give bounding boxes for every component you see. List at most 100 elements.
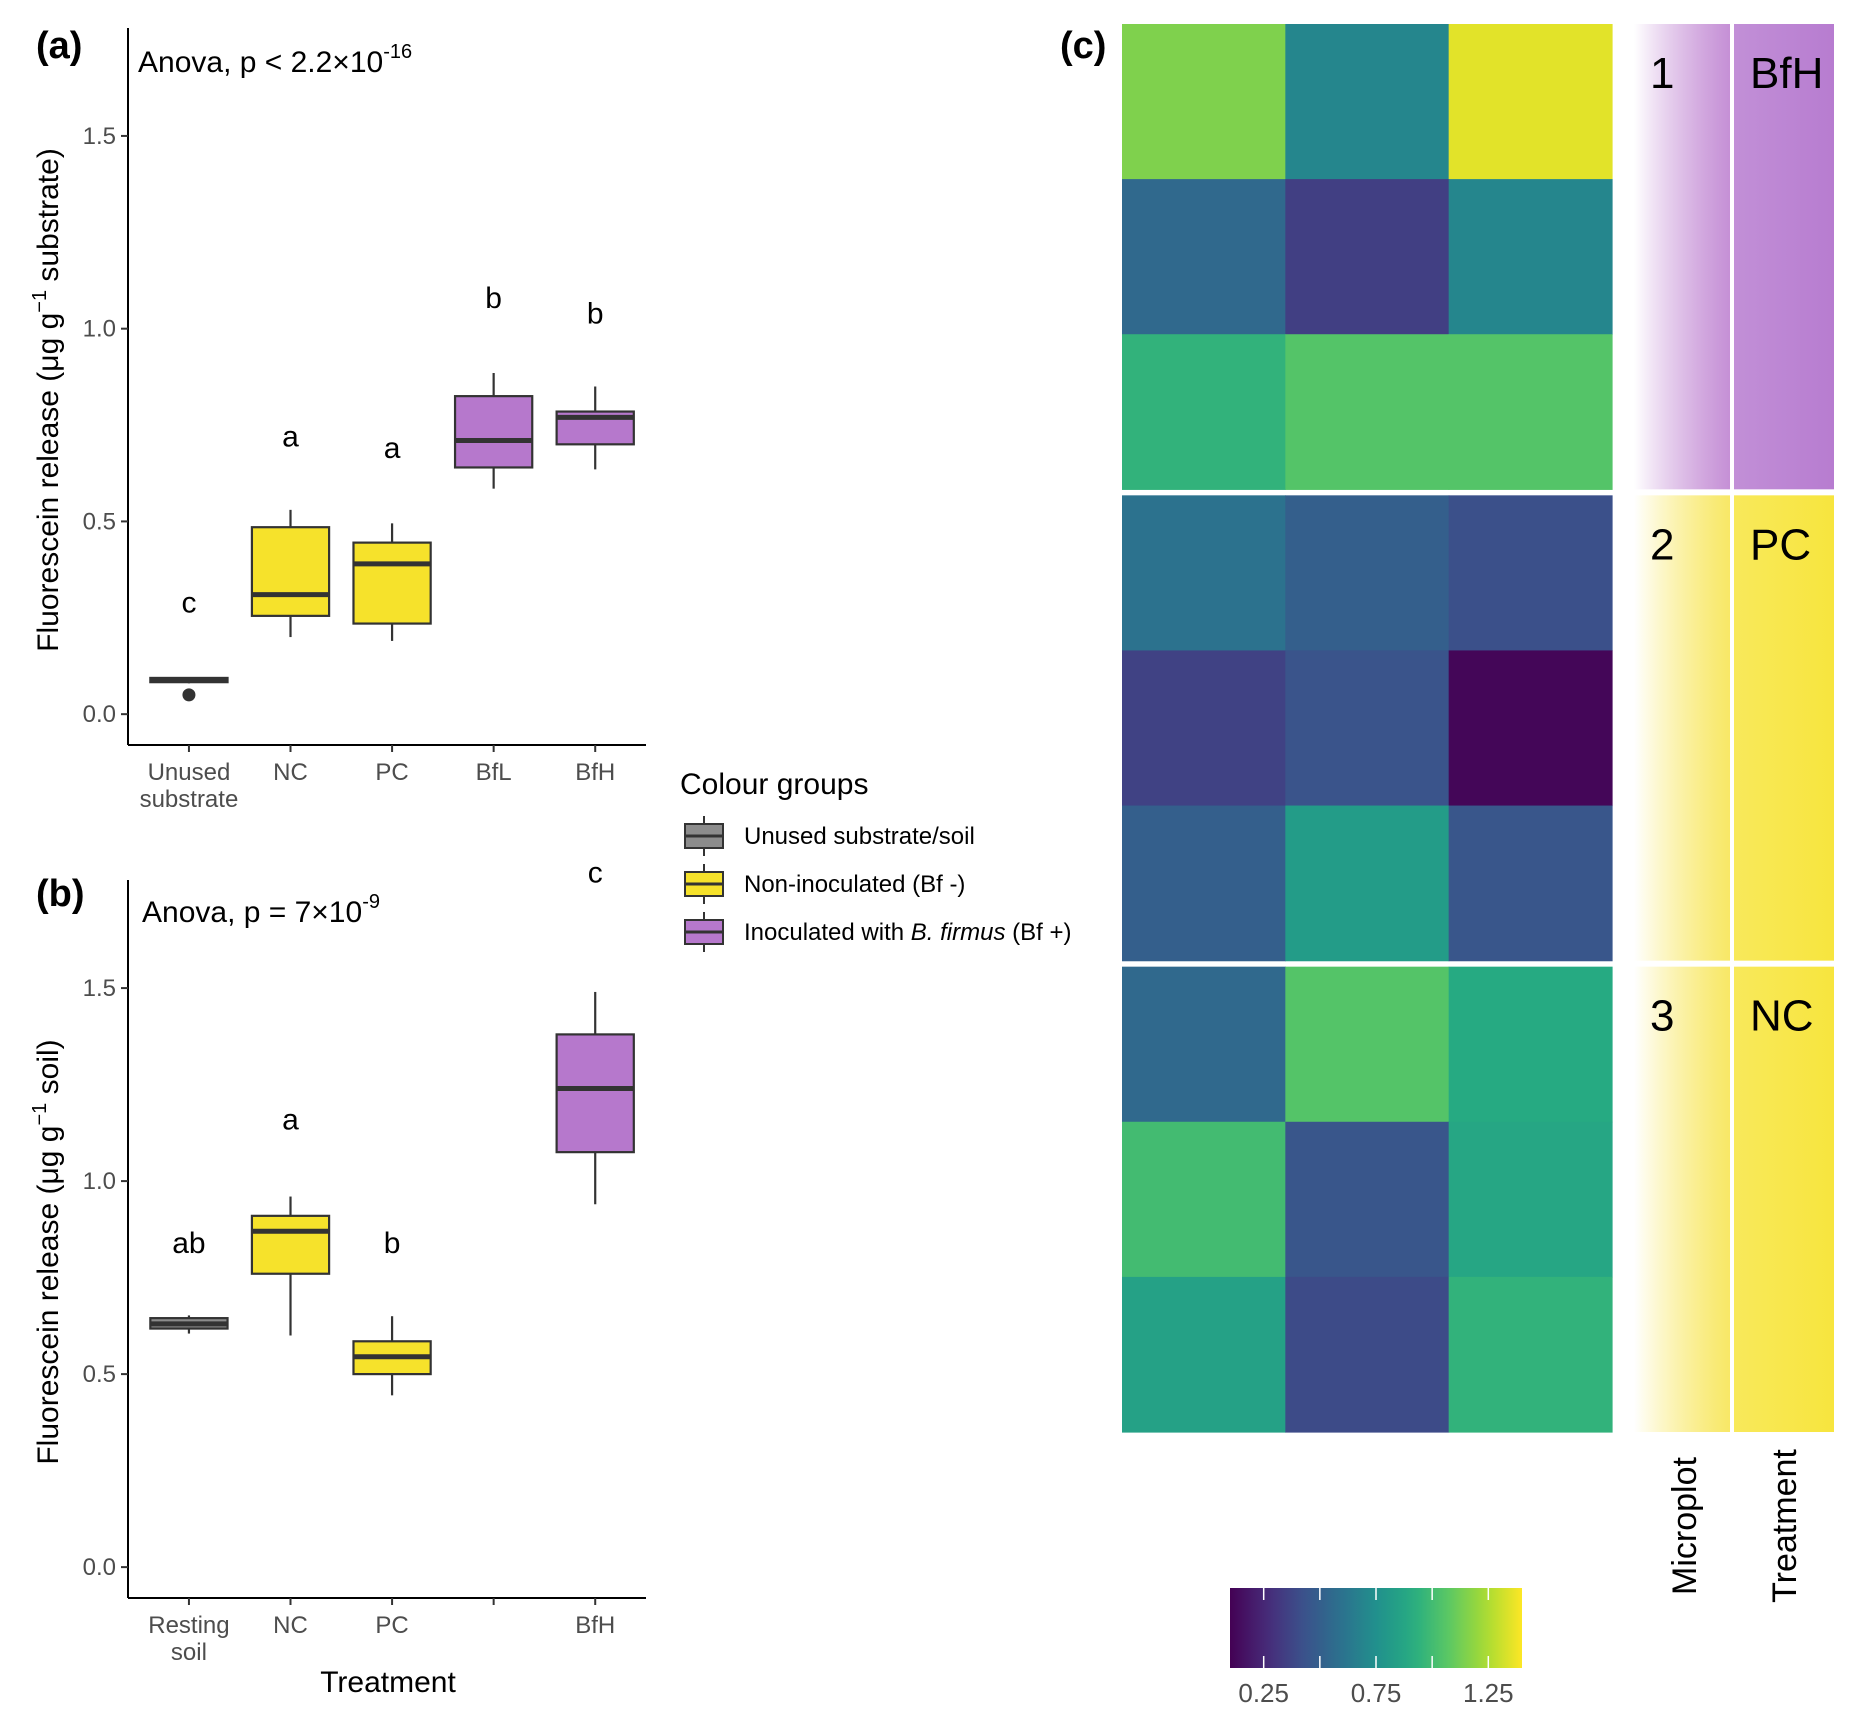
panel-b: (b) Anova, p = 7×10-9 Fluorescein releas…: [29, 856, 646, 1699]
heatmap-cell: [1448, 1276, 1613, 1433]
heatmap-cell: [1285, 334, 1450, 490]
legend-label-italic: B. firmus: [911, 919, 1006, 946]
legend-item-grey: Unused substrate/soil: [684, 816, 975, 856]
box-4: b: [555, 297, 635, 470]
colorbar-gradient: [1230, 1588, 1522, 1668]
heatmap-cell: [1122, 24, 1286, 180]
box-1: a: [250, 1103, 331, 1336]
panel-b-ylabel: Fluorescein release (μg g−1 soil): [29, 1039, 65, 1464]
heatmap-cell: [1448, 334, 1613, 490]
box-body: [352, 541, 432, 625]
colorbar-tick-label: 1.25: [1463, 1678, 1514, 1708]
treatment-bar-pc: [1734, 495, 1834, 961]
panel-a-boxes: c a a b b: [149, 282, 635, 702]
y-tick-label: 1.0: [83, 1168, 116, 1195]
x-tick-label: PC: [375, 759, 408, 786]
microplot-bar-1: [1634, 24, 1730, 490]
heatmap-cell: [1122, 650, 1286, 807]
box-3: b: [453, 282, 534, 489]
microplot-bar-3: [1634, 966, 1730, 1432]
panel-b-xlabel: Treatment: [320, 1666, 456, 1699]
heatmap-cell: [1448, 650, 1613, 807]
box-1: a: [250, 421, 331, 638]
panel-a: (a) Anova, p < 2.2×10-16 Fluorescein rel…: [29, 25, 646, 813]
significance-letter: c: [588, 856, 603, 889]
treatment-bar-bfh: [1734, 24, 1834, 490]
treatment-label: BfH: [1750, 49, 1823, 98]
panel-a-ylabel: Fluorescein release (μg g−1 substrate): [29, 148, 65, 652]
legend-label: Unused substrate/soil: [744, 823, 975, 850]
heatmap-cell: [1285, 650, 1450, 807]
heatmap-cell: [1448, 966, 1613, 1123]
box-body: [250, 1214, 331, 1275]
heatmap-cell: [1122, 1276, 1286, 1433]
outlier-point: [182, 688, 196, 702]
heatmap-cells: [1122, 24, 1613, 1433]
legend-label: Non-inoculated (Bf -): [744, 871, 965, 898]
treatment-label: NC: [1750, 992, 1814, 1041]
microplot-label: 2: [1650, 520, 1674, 569]
heatmap-cell: [1448, 179, 1613, 335]
treatment-title: Treatment: [1766, 1449, 1804, 1603]
heatmap-cell: [1122, 1121, 1286, 1278]
legend-label: Inoculated with B. firmus (Bf +): [744, 919, 1071, 946]
x-tick-label: PC: [375, 1612, 408, 1639]
microplot-label: 1: [1650, 49, 1674, 98]
legend-title: Colour groups: [680, 768, 868, 801]
x-tick-label: BfH: [575, 1612, 615, 1639]
treatment-label: PC: [1750, 520, 1811, 569]
heatmap-cell: [1448, 24, 1613, 180]
microplot-title: Microplot: [1666, 1456, 1704, 1594]
heatmap-cell: [1122, 179, 1286, 335]
x-tick-label: soil: [171, 1639, 207, 1666]
x-tick-label: Resting: [148, 1612, 229, 1639]
heatmap-cell: [1122, 805, 1286, 962]
heatmap-cell: [1122, 495, 1286, 652]
heatmap-cell: [1285, 179, 1450, 335]
panel-a-label: (a): [36, 25, 82, 67]
y-tick-label: 1.0: [83, 316, 116, 343]
panel-c-label: (c): [1060, 25, 1106, 67]
y-tick-label: 1.5: [83, 123, 116, 150]
box-body: [453, 395, 534, 469]
heatmap-side-annotations: 1 BfH 2 PC 3 NC: [1634, 24, 1834, 1432]
panel-b-anova: Anova, p = 7×10-9: [142, 891, 380, 929]
heatmap-cell: [1448, 495, 1613, 652]
panel-a-y-ticks: 0.0 0.5 1.0 1.5: [83, 123, 128, 728]
heatmap-cell: [1448, 805, 1613, 962]
x-tick-label: Unused: [148, 759, 231, 786]
heatmap-cell: [1122, 966, 1286, 1123]
legend-item-yellow: Non-inoculated (Bf -): [684, 864, 965, 904]
heatmap-cell: [1285, 1276, 1450, 1433]
box-4: c: [555, 856, 635, 1205]
heatmap-cell: [1285, 24, 1450, 180]
panel-b-label: (b): [36, 873, 85, 915]
panel-a-anova: Anova, p < 2.2×10-16: [138, 41, 412, 79]
heatmap-cell: [1448, 1121, 1613, 1278]
significance-letter: c: [181, 586, 196, 619]
heatmap-cell: [1285, 966, 1450, 1123]
legend-item-purple: Inoculated with B. firmus (Bf +): [684, 912, 1071, 952]
heatmap-cell: [1122, 334, 1286, 490]
box-0: c: [149, 586, 229, 702]
microplot-bar-2: [1634, 495, 1730, 961]
x-tick-label: substrate: [140, 786, 239, 813]
significance-letter: b: [587, 297, 604, 330]
significance-letter: a: [282, 421, 299, 454]
x-tick-label: NC: [273, 1612, 308, 1639]
colorbar-tick-label: 0.75: [1351, 1678, 1402, 1708]
y-tick-label: 0.0: [83, 1554, 116, 1581]
y-tick-label: 1.5: [83, 975, 116, 1002]
x-tick-label: BfL: [476, 759, 512, 786]
treatment-bar-nc: [1734, 966, 1834, 1432]
box-body: [250, 526, 331, 617]
heatmap-cell: [1285, 1121, 1450, 1278]
x-tick-label: BfH: [575, 759, 615, 786]
significance-letter: b: [384, 1227, 401, 1260]
legend-label-part: Inoculated with: [744, 919, 911, 946]
heatmap-cell: [1285, 805, 1450, 962]
